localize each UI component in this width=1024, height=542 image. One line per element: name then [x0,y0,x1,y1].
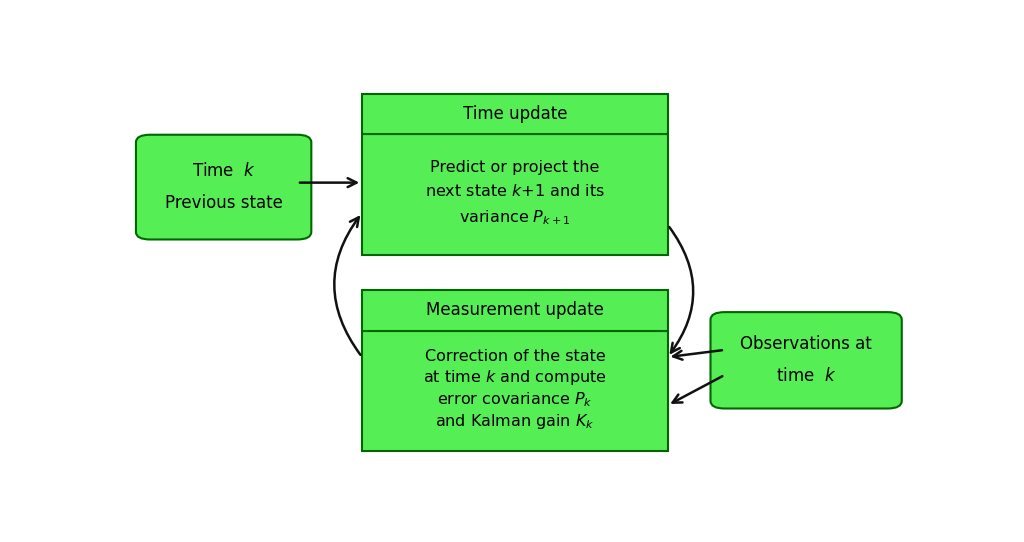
FancyBboxPatch shape [362,291,668,331]
Text: time  $k$: time $k$ [776,367,837,385]
FancyBboxPatch shape [711,312,902,409]
Text: error covariance $P_k$: error covariance $P_k$ [437,390,593,409]
Text: Predict or project the: Predict or project the [430,160,600,175]
FancyBboxPatch shape [362,331,668,451]
Text: variance $P_{k+1}$: variance $P_{k+1}$ [459,208,570,227]
FancyBboxPatch shape [136,135,311,240]
Text: Previous state: Previous state [165,194,283,212]
Text: at time $k$ and compute: at time $k$ and compute [423,367,607,386]
FancyBboxPatch shape [362,134,668,255]
FancyBboxPatch shape [362,94,668,134]
Text: Measurement update: Measurement update [426,301,604,319]
Text: Correction of the state: Correction of the state [425,349,605,364]
Text: next state $k$+1 and its: next state $k$+1 and its [425,183,605,198]
Text: Time update: Time update [463,105,567,124]
Text: Observations at: Observations at [740,335,872,353]
Text: Time  $k$: Time $k$ [191,162,256,180]
Text: and Kalman gain $K_k$: and Kalman gain $K_k$ [435,412,595,431]
